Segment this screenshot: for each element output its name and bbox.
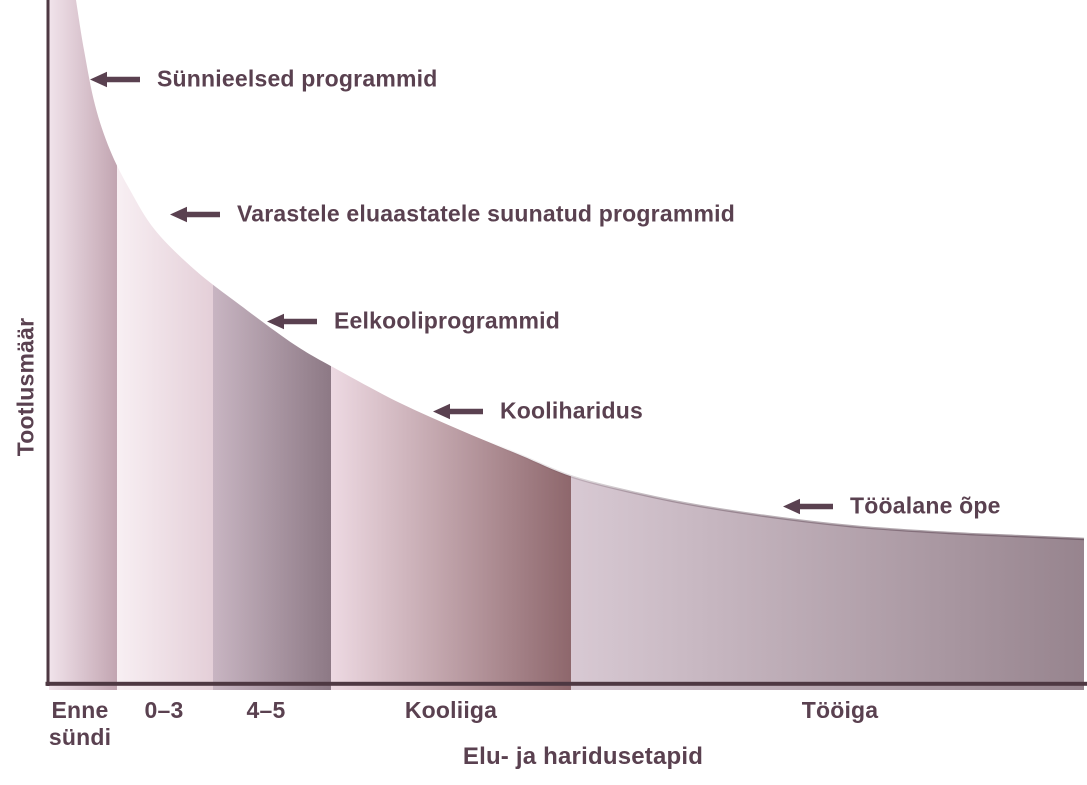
annotation-1: Varastele eluaastatele suunatud programm… (170, 201, 735, 228)
x-tick-label-3: Kooliiga (404, 697, 498, 723)
x-tick-label-0: Enne sündi (48, 697, 112, 750)
x-axis-line (45, 681, 1087, 686)
annotation-0: Sünnieelsed programmid (90, 66, 437, 93)
band-3 (331, 0, 571, 690)
x-tick-label-1: 0–3 (144, 697, 184, 723)
x-axis-title: Elu- ja haridusetapid (462, 743, 704, 770)
annotation-3: Kooliharidus (433, 398, 643, 425)
x-tick-label-2: 4–5 (246, 697, 286, 723)
annotation-4: Tööalane õpe (783, 493, 1001, 520)
annotation-label: Eelkooliprogrammid (334, 307, 560, 334)
annotation-label: Varastele eluaastatele suunatud programm… (237, 200, 735, 227)
x-tick-label-4: Tööiga (801, 697, 879, 723)
left-arrow-icon (783, 498, 833, 514)
y-axis-label: Tootlusmäär (12, 317, 39, 457)
band-2 (213, 0, 331, 690)
under-curve-bands (49, 0, 1084, 690)
y-axis-line (46, 0, 50, 686)
left-arrow-icon (90, 71, 140, 87)
left-arrow-icon (433, 403, 483, 419)
band-1 (117, 0, 213, 690)
annotation-label: Sünnieelsed programmid (157, 65, 438, 92)
left-arrow-icon (170, 206, 220, 222)
annotation-label: Kooliharidus (500, 397, 643, 424)
annotation-label: Tööalane õpe (850, 492, 1001, 519)
band-0 (49, 0, 117, 690)
left-arrow-icon (267, 313, 317, 329)
rate-of-return-curve (74, 0, 1085, 541)
annotation-2: Eelkooliprogrammid (267, 308, 560, 335)
band-4 (571, 0, 1084, 690)
